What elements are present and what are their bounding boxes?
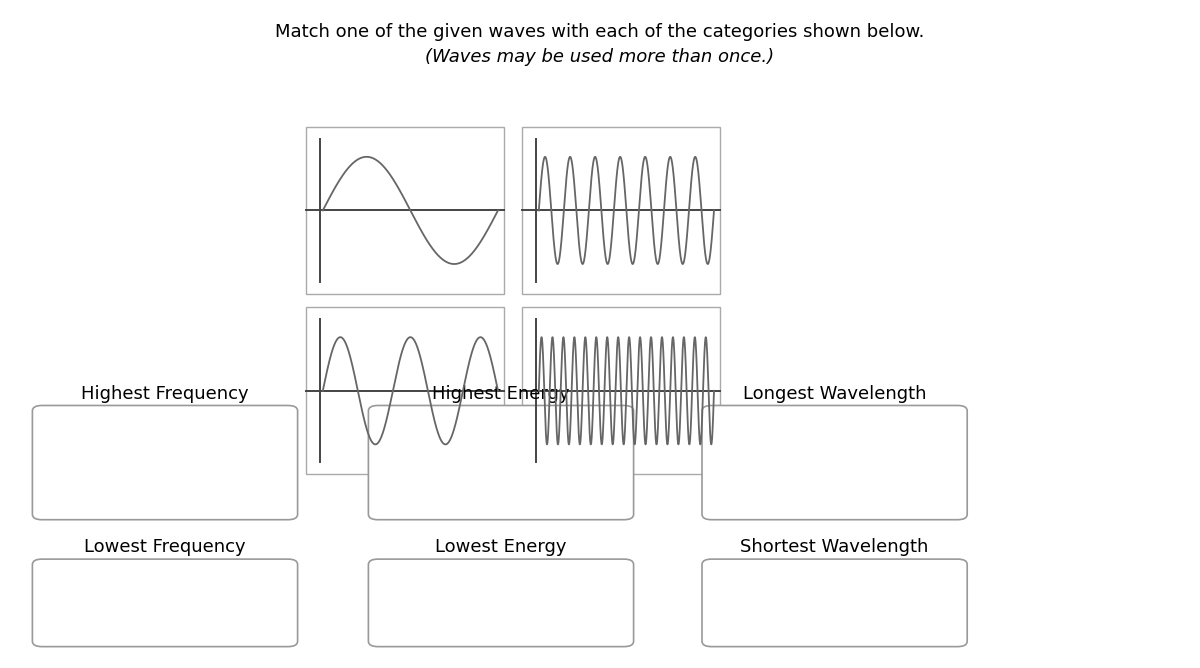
Text: (Waves may be used more than once.): (Waves may be used more than once.) [426,48,774,66]
FancyBboxPatch shape [368,405,634,520]
FancyBboxPatch shape [32,405,298,520]
Text: Match one of the given waves with each of the categories shown below.: Match one of the given waves with each o… [275,23,925,41]
FancyBboxPatch shape [32,559,298,647]
FancyBboxPatch shape [368,559,634,647]
Text: Lowest Energy: Lowest Energy [436,538,566,556]
Text: Highest Energy: Highest Energy [432,385,570,403]
FancyBboxPatch shape [702,559,967,647]
Text: Lowest Frequency: Lowest Frequency [84,538,246,556]
FancyBboxPatch shape [702,405,967,520]
Bar [306,127,504,294]
Text: Highest Frequency: Highest Frequency [82,385,248,403]
Bar [522,127,720,294]
Text: Longest Wavelength: Longest Wavelength [743,385,926,403]
Text: Shortest Wavelength: Shortest Wavelength [740,538,929,556]
Bar [306,307,504,474]
Bar [522,307,720,474]
